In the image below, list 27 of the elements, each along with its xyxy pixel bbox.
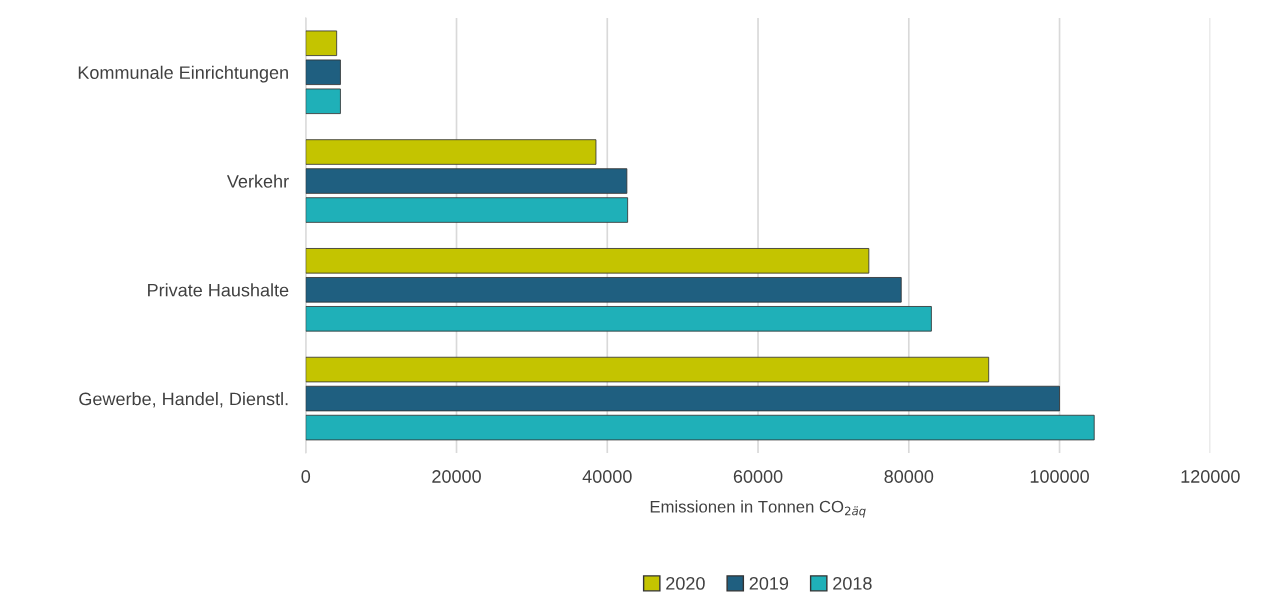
x-tick-label: 120000: [1181, 470, 1240, 483]
x-tick-label: 80000: [884, 470, 934, 483]
bar: [305, 414, 1095, 441]
bar: [305, 168, 628, 194]
bar: [305, 139, 597, 165]
legend-label: 2020: [666, 576, 705, 590]
x-axis-title: Emissionen in Tonnen CO$_{2äq}$: [650, 500, 866, 518]
x-tick-label: 0: [301, 470, 311, 483]
y-tick-label: Gewerbe, Handel, Dienstl.: [79, 392, 288, 408]
y-tick-label: Private Haushalte: [148, 283, 289, 297]
bar: [305, 306, 932, 332]
bar: [305, 30, 338, 57]
x-tick-label: 100000: [1030, 470, 1089, 483]
x-tick-label: 60000: [733, 470, 783, 483]
legend-label: 2018: [833, 576, 872, 590]
bar: [305, 59, 341, 86]
y-tick-label: Kommunale Einrichtungen: [78, 65, 288, 83]
bar: [305, 385, 1060, 412]
bar: [305, 197, 629, 223]
bar: [305, 356, 990, 383]
bar: [305, 277, 902, 303]
x-tick-label: 20000: [432, 470, 481, 483]
y-tick-label: Verkehr: [226, 174, 289, 188]
x-tick-label: 40000: [582, 470, 632, 483]
legend-label: 2019: [749, 576, 789, 590]
bar: [305, 88, 341, 115]
bar: [305, 248, 870, 274]
